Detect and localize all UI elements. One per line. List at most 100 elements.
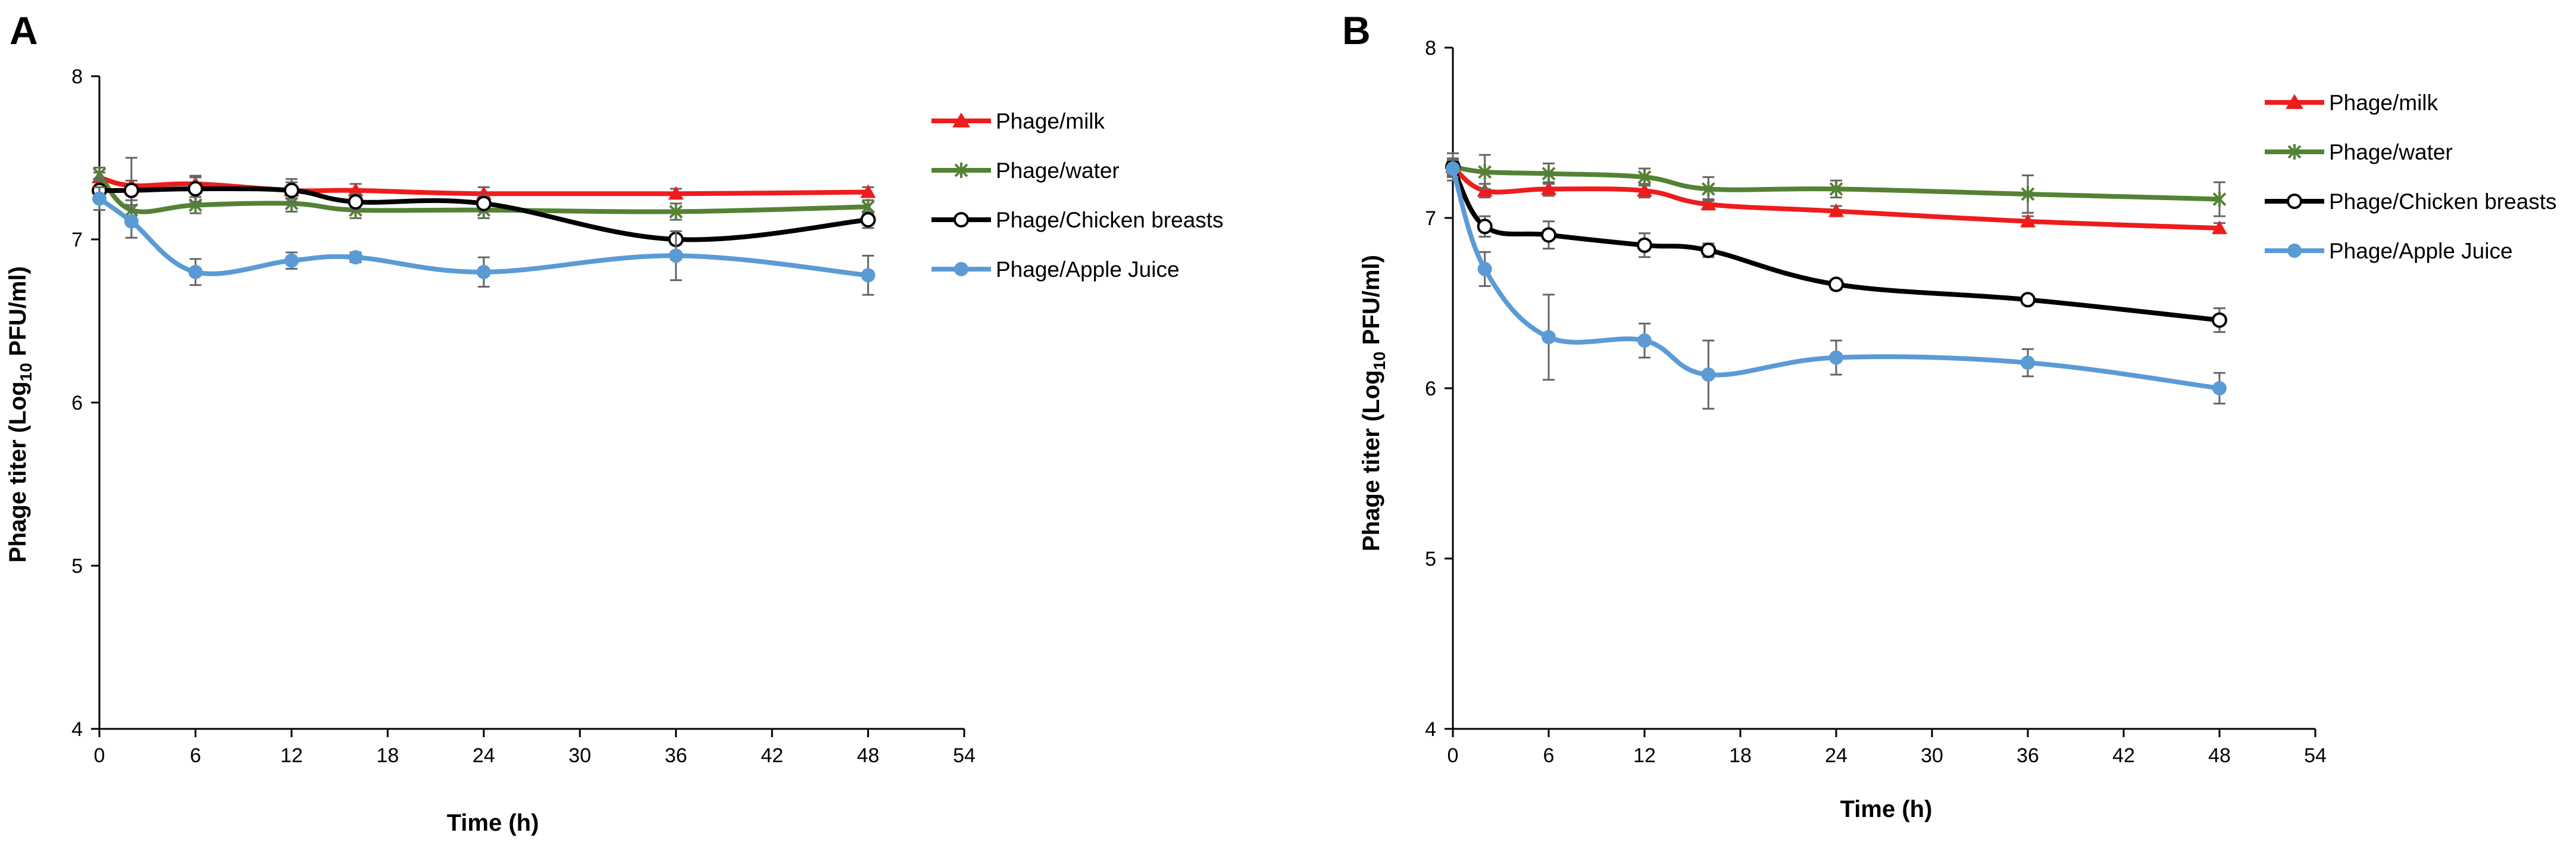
legend-marker-milk (2286, 94, 2303, 109)
panel-b-apple-juice-point-0 (1446, 161, 1460, 176)
panel-b-water-point-3 (1637, 169, 1652, 185)
panel-b-apple-juice-point-1 (1477, 261, 1492, 276)
panel-b-x-tick-label-54: 54 (2304, 744, 2327, 767)
panel-a: A Phage titer (Log10 PFU/ml) Time (h) 0 6… (5, 8, 1224, 836)
legend-entry-milk: Phage/milk (2265, 91, 2439, 115)
panel-b-y-tick-label-7: 7 (1425, 207, 1436, 230)
panel-b-x-tick-label-42: 42 (2112, 744, 2135, 767)
legend-label-chicken: Phage/Chicken breasts (2329, 189, 2557, 214)
panel-b-chicken-point-4 (1700, 242, 1717, 258)
panel-b-chicken-point-5 (1828, 276, 1844, 292)
legend-marker-water (954, 163, 968, 178)
panel-a-y-tick-label-5: 5 (71, 555, 83, 578)
panel-a-milk-line (97, 174, 871, 197)
panel-a-x-tick-label-42: 42 (761, 744, 783, 767)
panel-a-apple-juice-point-5 (476, 264, 491, 279)
panel-b-apple-juice-point-2 (1542, 330, 1556, 345)
panel-a-water-line (97, 171, 871, 214)
panel-b-legend: Phage/milk Phage/water Phage/Chicken bre… (2265, 91, 2557, 263)
panel-a-y-ticks: 4 5 6 7 8 (71, 66, 99, 741)
panel-b-apple-juice-point-4 (1701, 367, 1716, 382)
panel-b-apple-juice-point-3 (1637, 333, 1652, 348)
panel-b-y-axis-title: Phage titer (Log10 PFU/ml) (1358, 255, 1389, 551)
panel-a-apple-juice-point-0 (92, 191, 107, 206)
panel-b-milk-line (1450, 164, 2222, 231)
panel-a-milk-point-7 (860, 184, 876, 198)
panel-b-apple-juice-point-5 (1829, 350, 1843, 365)
panel-a-x-tick-label-6: 6 (190, 744, 201, 767)
panel-b-water-point-4 (1701, 181, 1715, 197)
panel-b-y-tick-label-8: 8 (1425, 37, 1436, 60)
panel-a-series (92, 157, 876, 296)
panel-a-x-tick-label-24: 24 (473, 744, 495, 767)
legend-label-milk: Phage/milk (996, 109, 1105, 133)
panel-b-chicken-point-7 (2212, 312, 2227, 328)
panel-b-x-tick-label-0: 0 (1448, 744, 1459, 767)
panel-a-chicken-point-1 (123, 182, 139, 198)
panel-a-y-tick-label-8: 8 (71, 66, 83, 88)
panel-a-chicken-line (97, 186, 871, 242)
legend-marker-water (2287, 144, 2302, 160)
panel-a-chicken-point-7 (860, 212, 876, 228)
panel-a-apple-juice-point-7 (861, 268, 876, 283)
panel-a-y-tick-label-4: 4 (71, 718, 83, 741)
panel-b-x-tick-label-24: 24 (1825, 744, 1847, 767)
panel-a-chicken-point-2 (187, 181, 204, 197)
panel-a-apple-juice-point-6 (668, 248, 683, 263)
panel-b-x-tick-label-6: 6 (1543, 744, 1555, 767)
panel-b-x-tick-label-48: 48 (2208, 744, 2231, 767)
legend-label-chicken: Phage/Chicken breasts (996, 208, 1224, 232)
panel-a-x-tick-label-30: 30 (568, 744, 591, 767)
panel-a-x-tick-label-12: 12 (280, 744, 303, 767)
panel-b-milk-point-5 (1828, 203, 1844, 217)
legend-label-water: Phage/water (2329, 140, 2453, 164)
panel-b-chicken-point-2 (1541, 227, 1556, 243)
panel-b-y-tick-label-6: 6 (1425, 378, 1436, 400)
panel-a-apple-juice-point-2 (188, 264, 203, 279)
panel-b-milk-point-2 (1541, 181, 1556, 195)
panel-b-chicken-point-1 (1477, 219, 1493, 235)
panel-a-milk-point-6 (668, 186, 684, 200)
panel-a-water-point-6 (669, 204, 683, 220)
legend-label-water: Phage/water (996, 158, 1120, 183)
panel-a-milk-point-5 (476, 186, 492, 200)
panel-a-x-ticks: 0 6 12 18 24 30 36 42 48 54 (94, 729, 976, 767)
legend-marker-chicken (954, 212, 969, 227)
panel-a-apple-juice-line (97, 196, 871, 278)
legend-entry-chicken: Phage/Chicken breasts (2265, 189, 2557, 214)
legend-entry-water: Phage/water (2265, 140, 2453, 164)
panel-a-x-axis-title: Time (h) (447, 810, 539, 836)
panel-a-x-tick-label-36: 36 (665, 744, 687, 767)
panel-b-x-tick-label-18: 18 (1729, 744, 1752, 767)
panel-b-y-ticks: 4 5 6 7 8 (1425, 37, 1453, 741)
panel-b-apple-juice-point-7 (2212, 381, 2227, 395)
panel-a-chicken-point-5 (476, 195, 492, 211)
panel-b-water-point-2 (1542, 166, 1556, 182)
panel-a-legend: Phage/milk Phage/water Phage/Chicken bre… (931, 109, 1224, 282)
panel-b: B Phage titer (Log10 PFU/ml) Time (h) 0 6… (1342, 8, 2557, 822)
panel-a-x-tick-label-48: 48 (857, 744, 880, 767)
panel-b-water-point-1 (1478, 164, 1492, 180)
panel-a-letter: A (10, 8, 38, 52)
panel-a-series-apple-juice (92, 186, 876, 296)
panel-a-x-tick-label-18: 18 (376, 744, 399, 767)
panel-b-x-axis-title: Time (h) (1840, 796, 1933, 822)
panel-b-x-tick-label-30: 30 (1921, 744, 1943, 767)
panel-b-y-tick-label-4: 4 (1425, 718, 1436, 741)
panel-b-series (1445, 152, 2227, 410)
panel-a-chicken-point-4 (348, 194, 364, 210)
panel-b-chicken-point-6 (2020, 292, 2036, 308)
panel-b-milk-point-6 (2020, 213, 2036, 227)
panel-a-apple-juice-point-4 (348, 250, 363, 265)
panel-b-series-milk (1445, 159, 2227, 235)
legend-marker-chicken (2287, 194, 2302, 209)
panel-b-water-point-7 (2212, 191, 2227, 207)
panel-b-milk-point-7 (2212, 220, 2227, 235)
panel-b-apple-juice-point-6 (2021, 355, 2035, 370)
legend-marker-milk (952, 113, 970, 127)
panel-b-milk-point-4 (1700, 197, 1717, 211)
panel-b-y-tick-label-5: 5 (1425, 548, 1436, 570)
panel-b-water-line (1450, 164, 2222, 202)
panel-a-apple-juice-point-1 (124, 214, 139, 229)
